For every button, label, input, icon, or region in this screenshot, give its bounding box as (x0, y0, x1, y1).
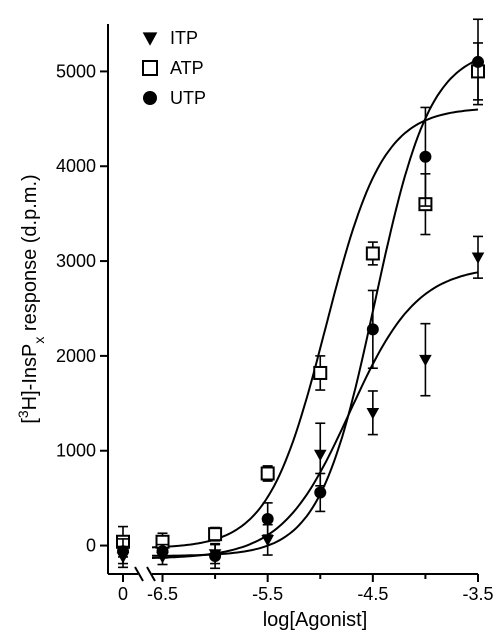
marker-triangle (143, 32, 158, 45)
marker-triangle (472, 252, 485, 263)
legend: ITP ATP UTP (143, 28, 206, 108)
y-tick-label: 0 (86, 536, 96, 556)
marker-triangle (117, 552, 130, 563)
marker-circle (143, 91, 157, 105)
marker-triangle (314, 450, 327, 461)
marker-triangle (367, 408, 380, 419)
marker-circle (367, 323, 379, 335)
series-ITP (156, 236, 484, 564)
x-tick-label: -3.5 (462, 584, 493, 604)
marker-circle (262, 513, 274, 525)
marker-square (143, 61, 157, 75)
marker-circle (419, 151, 431, 163)
marker-square (262, 467, 274, 479)
y-tick-label: 3000 (56, 251, 96, 271)
x-tick-label: -6.5 (147, 584, 178, 604)
marker-circle (314, 486, 326, 498)
y-axis-label: [3H]-InsPx response (d.p.m.) (15, 174, 47, 423)
legend-label: UTP (170, 88, 206, 108)
x-tick-label: -4.5 (357, 584, 388, 604)
x-tick-label: -5.5 (252, 584, 283, 604)
x-axis-label: log[Agonist] (263, 609, 368, 631)
legend-label: ITP (170, 28, 198, 48)
marker-circle (472, 56, 484, 68)
x-tick-label: 0 (118, 584, 128, 604)
y-tick-label: 2000 (56, 346, 96, 366)
legend-label: ATP (170, 58, 204, 78)
marker-square (314, 367, 326, 379)
dose-response-chart: 0 1000 2000 3000 4000 5000 0 -6.5 -5.5 -4.5 -3.5 lo… (0, 0, 500, 640)
marker-square (367, 247, 379, 259)
svg-text:[3H]-InsPx response (d.p.m.): [3H]-InsPx response (d.p.m.) (15, 174, 47, 423)
fit-curve-ITP (152, 272, 478, 558)
marker-triangle (419, 355, 432, 366)
y-tick-label: 5000 (56, 61, 96, 81)
marker-square (209, 528, 221, 540)
y-tick-label: 1000 (56, 441, 96, 461)
y-tick-label: 4000 (56, 156, 96, 176)
